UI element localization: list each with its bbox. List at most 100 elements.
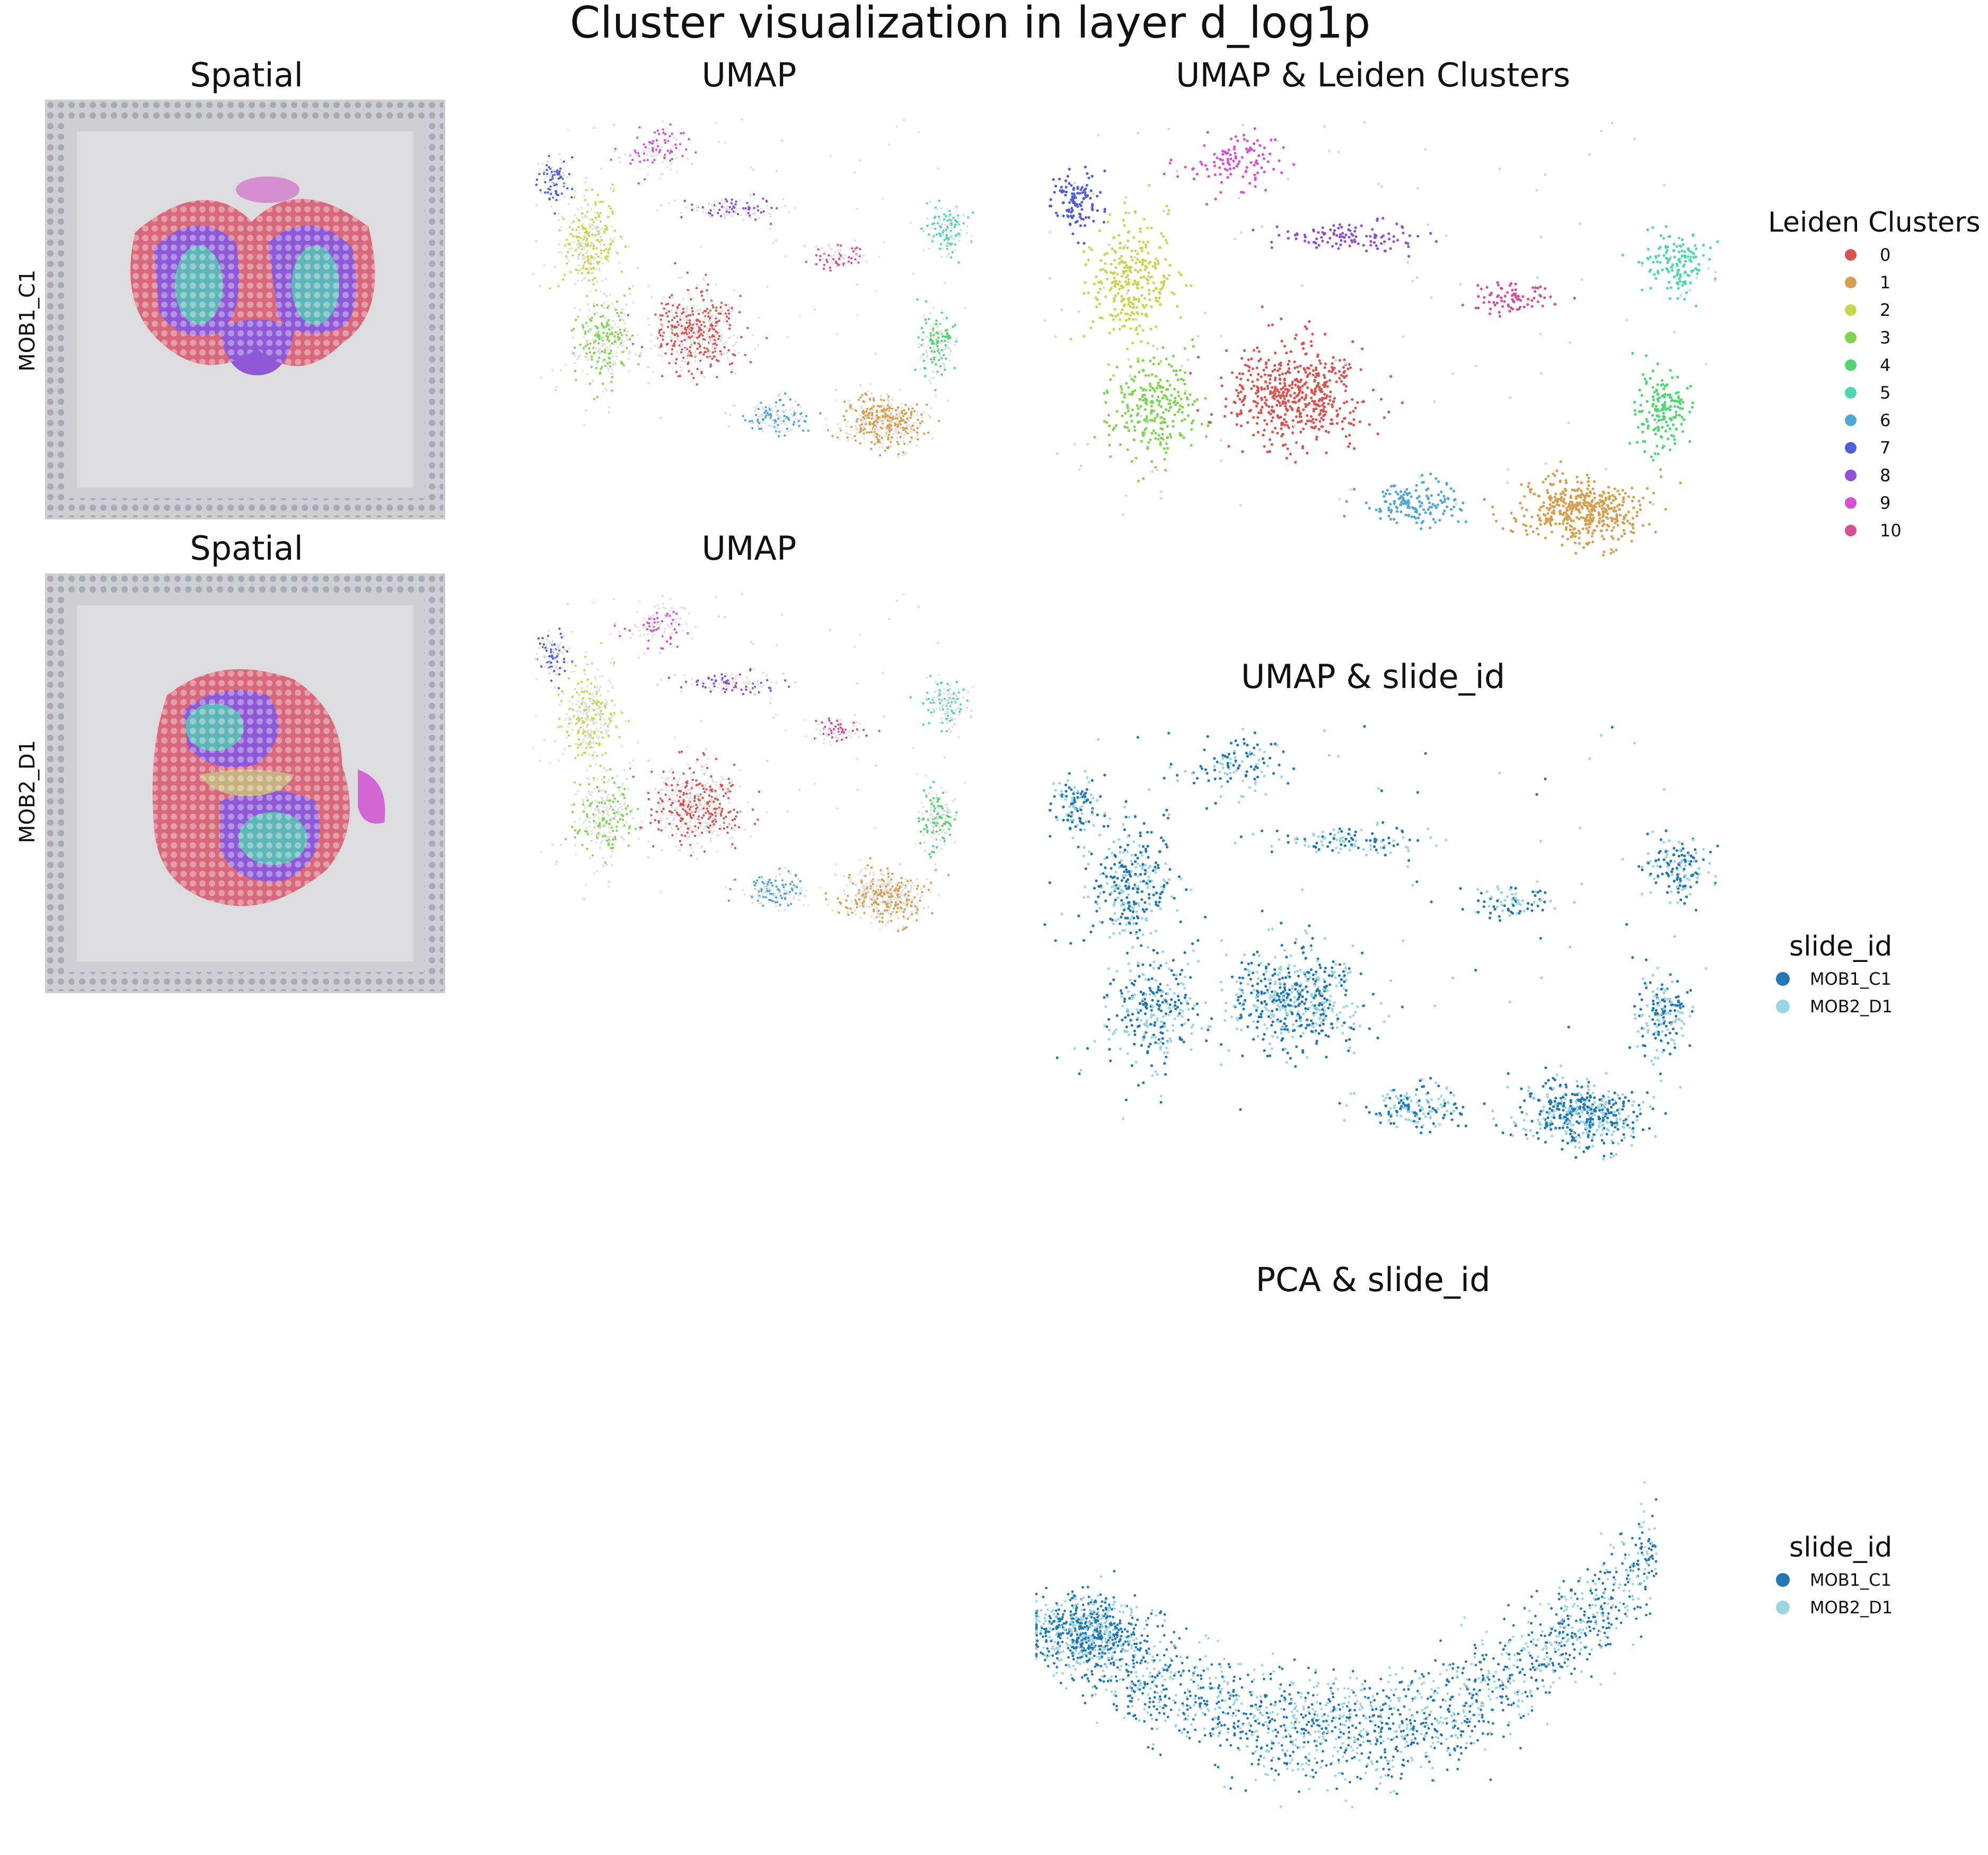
data-point <box>938 232 941 235</box>
data-point <box>917 410 919 413</box>
data-point <box>592 283 595 286</box>
data-point <box>606 306 609 309</box>
data-point <box>708 320 711 323</box>
data-point <box>590 729 593 732</box>
data-point <box>662 128 664 131</box>
data-point <box>707 676 710 679</box>
data-point <box>897 889 900 893</box>
data-point <box>929 324 932 328</box>
data-point <box>604 823 606 826</box>
data-point <box>542 169 546 171</box>
data-point <box>770 889 772 891</box>
data-point <box>831 909 834 912</box>
data-point <box>795 418 797 420</box>
data-point <box>949 213 952 216</box>
data-point <box>749 668 752 670</box>
data-point <box>945 234 948 236</box>
data-point <box>657 627 660 630</box>
data-point <box>584 717 587 720</box>
data-point <box>939 709 942 712</box>
data-point <box>753 884 756 887</box>
data-point <box>681 343 684 346</box>
data-point <box>770 407 773 410</box>
data-point <box>693 795 696 798</box>
data-point <box>720 810 723 813</box>
data-point <box>902 889 904 892</box>
data-point <box>559 167 562 170</box>
data-point <box>600 796 603 799</box>
data-point <box>711 825 714 828</box>
data-point <box>888 900 891 903</box>
data-point <box>696 337 698 339</box>
data-point <box>757 425 759 428</box>
data-point <box>735 815 737 818</box>
data-point <box>922 817 925 820</box>
data-point <box>859 427 863 429</box>
data-point <box>673 303 675 305</box>
data-point <box>957 232 960 235</box>
data-point <box>719 812 722 815</box>
data-point <box>620 745 623 747</box>
data-point <box>745 214 747 217</box>
data-point <box>696 842 699 845</box>
data-point <box>572 235 575 238</box>
data-point <box>807 904 810 906</box>
data-point <box>679 328 682 331</box>
data-point <box>724 792 727 795</box>
data-point <box>834 260 837 263</box>
data-point <box>574 757 577 759</box>
data-point <box>948 720 951 722</box>
data-point <box>724 142 726 144</box>
data-point <box>607 368 610 370</box>
data-point <box>815 728 818 731</box>
data-point <box>896 915 899 917</box>
data-point <box>671 801 674 805</box>
data-point <box>739 295 742 297</box>
data-point <box>753 213 756 216</box>
data-point <box>942 708 945 711</box>
data-point <box>682 356 685 359</box>
data-point <box>576 710 579 713</box>
data-point <box>623 628 626 630</box>
data-point <box>666 613 668 615</box>
data-point <box>859 384 862 387</box>
data-point <box>561 178 564 180</box>
data-point <box>709 365 712 368</box>
data-point <box>562 160 565 163</box>
data-point <box>723 346 726 349</box>
data-point <box>628 827 630 829</box>
data-point <box>579 309 582 312</box>
data-point <box>883 419 886 421</box>
data-point <box>959 229 962 232</box>
data-point <box>754 693 757 695</box>
data-point <box>653 605 656 608</box>
data-point <box>896 930 900 932</box>
data-point <box>717 834 720 837</box>
data-point <box>661 302 663 305</box>
data-point <box>922 227 925 231</box>
data-point <box>954 693 957 696</box>
data-point <box>966 699 969 702</box>
data-point <box>898 894 901 897</box>
data-point <box>695 807 698 810</box>
data-point <box>945 710 948 713</box>
data-point <box>594 799 597 802</box>
data-point <box>856 418 859 421</box>
data-point <box>830 722 833 725</box>
data-point <box>928 708 930 710</box>
data-point <box>927 818 929 821</box>
data-point <box>595 727 598 730</box>
data-point <box>640 820 644 823</box>
data-point <box>917 817 920 820</box>
data-point <box>701 206 705 209</box>
data-point <box>722 314 724 316</box>
data-point <box>556 647 559 650</box>
data-point <box>707 826 710 829</box>
data-point <box>821 247 823 250</box>
data-point <box>758 316 761 319</box>
data-point <box>681 348 683 351</box>
data-point <box>691 798 694 800</box>
data-point <box>582 821 585 824</box>
data-point <box>621 237 623 240</box>
data-point <box>909 696 912 699</box>
